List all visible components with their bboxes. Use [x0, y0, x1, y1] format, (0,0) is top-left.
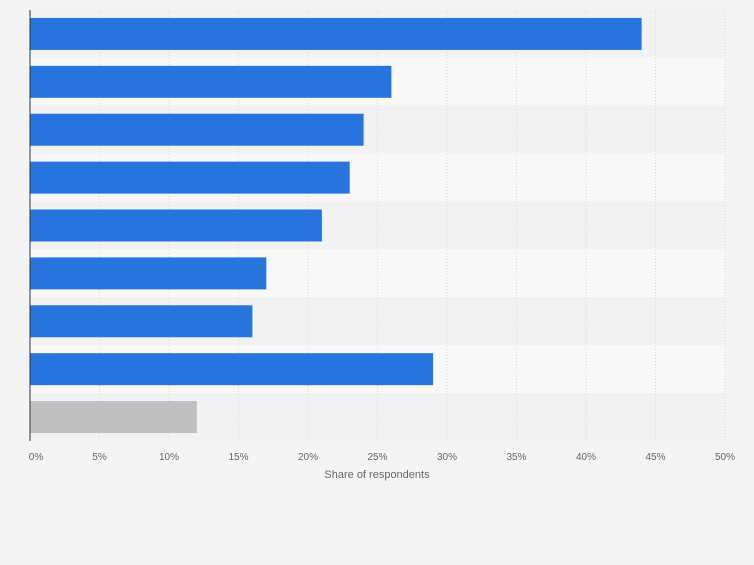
x-tick-label: 40% [576, 452, 596, 463]
bar[interactable] [30, 401, 197, 434]
x-tick-label: 20% [298, 452, 318, 463]
x-tick-label: 30% [437, 452, 457, 463]
bar[interactable] [30, 353, 434, 386]
bars [30, 17, 642, 434]
x-tick-labels: 0% 5% 10% 15% 20% 25% 30% 35% 40% 45% 50% [29, 452, 735, 463]
bar[interactable] [30, 257, 267, 290]
x-axis-label: Share of respondents [324, 469, 430, 481]
x-tick-label: 10% [159, 452, 179, 463]
bar[interactable] [30, 305, 253, 338]
bar[interactable] [30, 65, 392, 98]
x-tick-label: 15% [228, 452, 248, 463]
x-tick-label: 0% [29, 452, 44, 463]
x-tick-label: 25% [367, 452, 387, 463]
bar[interactable] [30, 113, 364, 146]
x-tick-label: 50% [715, 452, 735, 463]
x-tick-label: 35% [506, 452, 526, 463]
bar[interactable] [30, 209, 322, 242]
bar[interactable] [30, 17, 642, 50]
x-tick-label: 45% [645, 452, 665, 463]
bar[interactable] [30, 161, 350, 194]
x-tick-label: 5% [92, 452, 107, 463]
